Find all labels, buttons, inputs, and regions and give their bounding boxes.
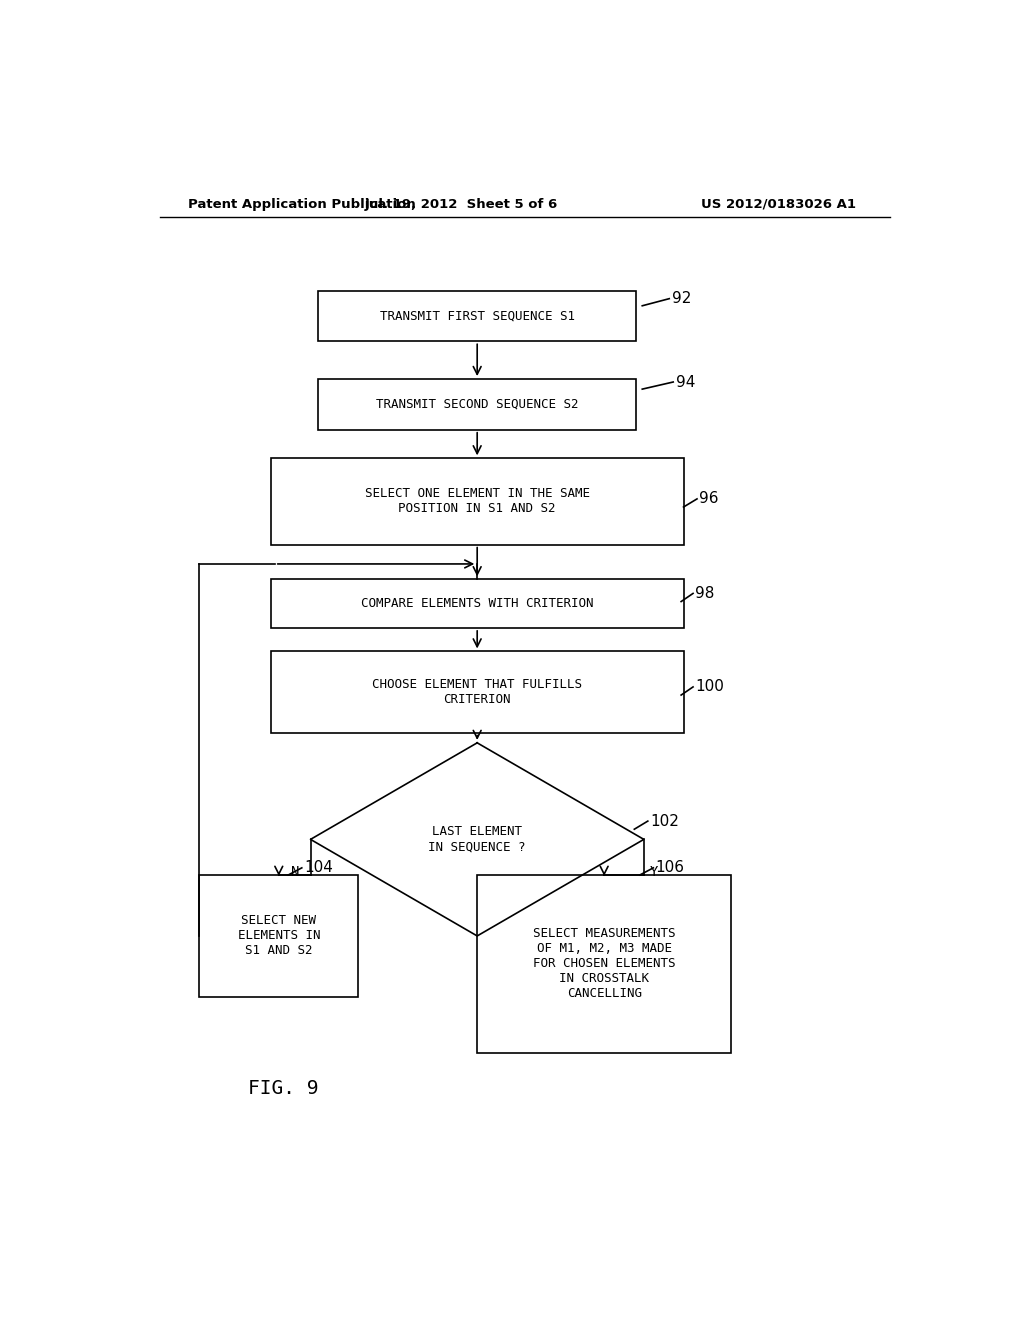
Text: 100: 100: [695, 680, 724, 694]
Bar: [318, 290, 636, 342]
Text: COMPARE ELEMENTS WITH CRITERION: COMPARE ELEMENTS WITH CRITERION: [360, 597, 594, 610]
Text: Patent Application Publication: Patent Application Publication: [187, 198, 416, 211]
Text: FIG. 9: FIG. 9: [248, 1078, 318, 1098]
Bar: [477, 875, 731, 1053]
Text: 102: 102: [650, 813, 679, 829]
Text: US 2012/0183026 A1: US 2012/0183026 A1: [701, 198, 856, 211]
Text: TRANSMIT SECOND SEQUENCE S2: TRANSMIT SECOND SEQUENCE S2: [376, 397, 579, 411]
Bar: [200, 875, 358, 997]
Text: LAST ELEMENT
IN SEQUENCE ?: LAST ELEMENT IN SEQUENCE ?: [428, 825, 526, 854]
Text: CHOOSE ELEMENT THAT FULFILLS
CRITERION: CHOOSE ELEMENT THAT FULFILLS CRITERION: [372, 678, 583, 706]
Text: 106: 106: [655, 861, 685, 875]
Text: 94: 94: [676, 375, 695, 389]
Text: Jul. 19, 2012  Sheet 5 of 6: Jul. 19, 2012 Sheet 5 of 6: [365, 198, 558, 211]
Text: N: N: [291, 865, 299, 879]
Text: SELECT ONE ELEMENT IN THE SAME
POSITION IN S1 AND S2: SELECT ONE ELEMENT IN THE SAME POSITION …: [365, 487, 590, 515]
Text: Y: Y: [650, 865, 658, 879]
Text: 96: 96: [699, 491, 719, 507]
Bar: [270, 651, 684, 733]
Text: SELECT MEASUREMENTS
OF M1, M2, M3 MADE
FOR CHOSEN ELEMENTS
IN CROSSTALK
CANCELLI: SELECT MEASUREMENTS OF M1, M2, M3 MADE F…: [532, 928, 676, 1001]
Text: SELECT NEW
ELEMENTS IN
S1 AND S2: SELECT NEW ELEMENTS IN S1 AND S2: [238, 915, 321, 957]
Text: TRANSMIT FIRST SEQUENCE S1: TRANSMIT FIRST SEQUENCE S1: [380, 309, 574, 322]
Text: 98: 98: [695, 586, 715, 601]
Bar: [270, 579, 684, 628]
Bar: [270, 458, 684, 545]
Bar: [318, 379, 636, 430]
Text: 92: 92: [672, 292, 691, 306]
Text: 104: 104: [304, 861, 333, 875]
